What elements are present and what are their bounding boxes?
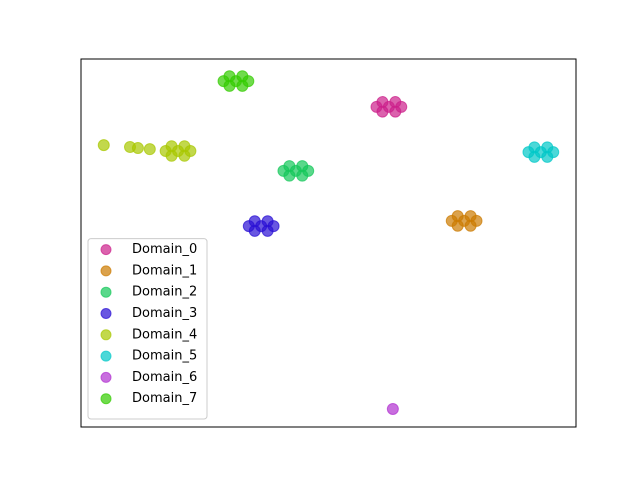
point [131, 142, 144, 155]
point [97, 139, 110, 152]
legend-label: Domain_3 [132, 306, 197, 321]
points [97, 70, 560, 415]
point [528, 150, 541, 163]
point [261, 224, 274, 237]
legend-marker [100, 244, 112, 256]
legend-marker [100, 265, 112, 277]
legend-marker [100, 329, 112, 341]
point [451, 219, 464, 232]
point [143, 143, 156, 156]
legend-marker [100, 286, 112, 298]
legend-marker [100, 350, 112, 362]
point [376, 105, 389, 118]
legend-label: Domain_1 [132, 263, 197, 278]
legend-box [87, 238, 208, 420]
legend-label: Domain_2 [132, 285, 197, 300]
legend-label: Domain_4 [132, 327, 197, 342]
point [223, 79, 236, 92]
legend-label: Domain_0 [132, 242, 197, 257]
legend-label: Domain_5 [132, 349, 197, 364]
point [236, 79, 249, 92]
point [386, 402, 399, 415]
plot-frame [80, 58, 577, 428]
legend-marker [100, 371, 112, 383]
point [283, 169, 296, 182]
legend: Domain_0 Domain_1 Domain_2 Domain_3 Domain_4… [87, 238, 208, 420]
point [389, 105, 402, 118]
legend-marker [100, 393, 112, 405]
legend-label: Domain_7 [132, 391, 197, 406]
point [541, 150, 554, 163]
point [296, 169, 309, 182]
point [464, 219, 477, 232]
point [248, 224, 261, 237]
point [165, 149, 178, 162]
legend-label: Domain_6 [132, 370, 197, 385]
point [178, 149, 191, 162]
legend-marker [100, 308, 112, 319]
